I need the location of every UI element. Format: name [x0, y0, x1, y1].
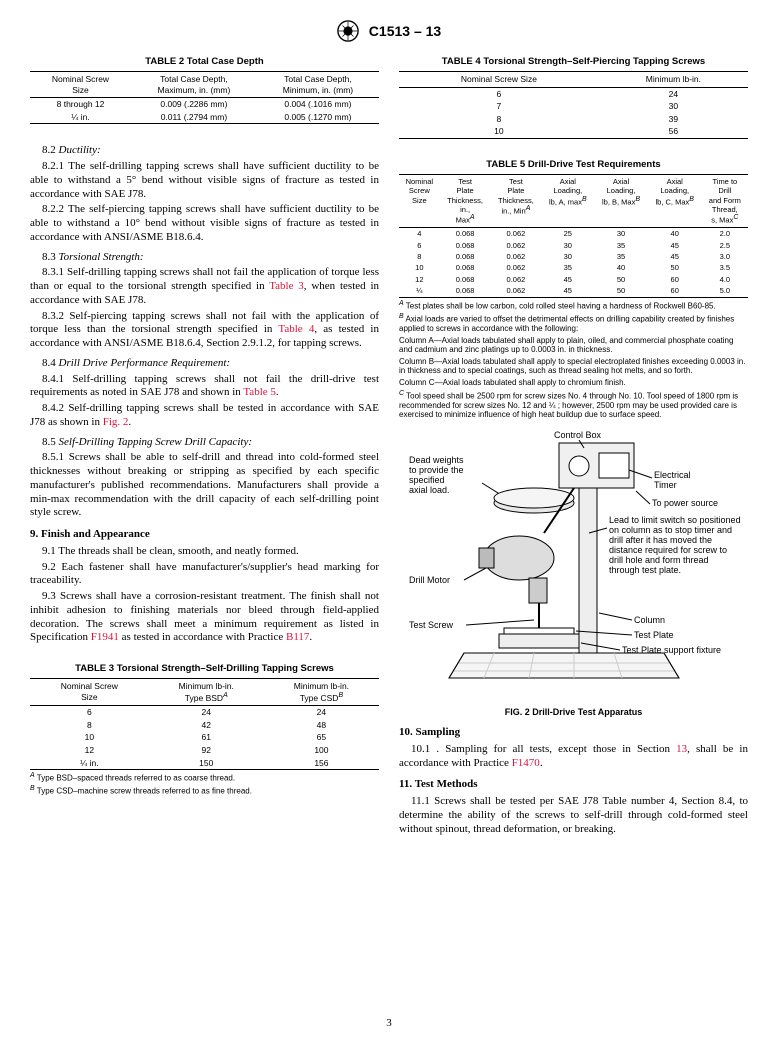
table-row: 120.0680.0624550604.0 [399, 274, 748, 285]
section-8-4-head: 8.4 Drill Drive Performance Requirement: [30, 357, 379, 371]
label-test-plate: Test Plate [634, 630, 674, 640]
section-11-head: 11. Test Methods [399, 778, 748, 792]
para-11-1: 11.1 Screws shall be tested per SAE J78 … [399, 795, 748, 836]
table-row: 730 [399, 100, 748, 113]
table-row: 8 through 120.009 (.2286 mm)0.004 (.1016… [30, 98, 379, 111]
para-8-3-2: 8.3.2 Self-piercing tapping screws shall… [30, 310, 379, 351]
label-test-screw: Test Screw [409, 620, 454, 630]
table5-footnote-colC: Column C—Axial loads tabulated shall app… [399, 378, 748, 388]
ref-f1470: F1470 [512, 757, 540, 769]
ref-sec13: 13 [676, 743, 687, 755]
table3-footnote-a: A Type BSD–spaced threads referred to as… [30, 772, 379, 783]
para-8-4-1: 8.4.1 Self-drilling tapping screws shall… [30, 373, 379, 401]
t2-h0: Nominal ScrewSize [30, 71, 131, 97]
table5-footnote-colB: Column B—Axial loads tabulated shall app… [399, 357, 748, 376]
table5-title: TABLE 5 Drill-Drive Test Requirements [399, 159, 748, 171]
table5-footnote-colA: Column A—Axial loads tabulated shall app… [399, 336, 748, 355]
table-row: ¼0.0680.0624550605.0 [399, 285, 748, 297]
table-row: 839 [399, 113, 748, 126]
label-electrical-timer: ElectricalTimer [654, 470, 691, 490]
table-row: 1056 [399, 125, 748, 138]
left-column: TABLE 2 Total Case Depth Nominal ScrewSi… [30, 50, 379, 838]
para-9-2: 9.2 Each fastener shall have manufacture… [30, 561, 379, 589]
ref-b117: B117 [286, 631, 309, 643]
table-row: 1292100 [30, 744, 379, 757]
document-id: C1513 – 13 [369, 23, 441, 39]
right-column: TABLE 4 Torsional Strength–Self-Piercing… [399, 50, 748, 838]
header: C1513 – 13 [30, 20, 748, 42]
table3: Nominal ScrewSize Minimum lb-in.Type BSD… [30, 678, 379, 770]
para-8-4-2: 8.4.2 Self-drilling tapping screws shall… [30, 402, 379, 430]
ref-table5: Table 5 [243, 386, 276, 398]
table-row: 100.0680.0623540503.5 [399, 262, 748, 273]
table2-title: TABLE 2 Total Case Depth [30, 56, 379, 68]
table-row: 106165 [30, 731, 379, 744]
table4: Nominal Screw SizeMinimum lb-in. 624 730… [399, 71, 748, 139]
table-row: ¼ in.150156 [30, 757, 379, 770]
figure-2: Control Box ElectricalTimer To power sou… [399, 428, 748, 718]
t2-h1: Total Case Depth,Maximum, in. (mm) [131, 71, 257, 97]
label-drill-motor: Drill Motor [409, 575, 450, 585]
table-row: 62424 [30, 706, 379, 719]
label-dead-weights: Dead weightsto provide thespecifiedaxial… [409, 455, 464, 495]
table-row: 40.0680.0622530402.0 [399, 228, 748, 240]
label-control-box: Control Box [554, 430, 602, 440]
para-10-1: 10.1 . Sampling for all tests, except th… [399, 743, 748, 771]
page: C1513 – 13 TABLE 2 Total Case Depth Nomi… [0, 0, 778, 1041]
ref-fig2: Fig. 2 [103, 416, 129, 428]
table3-title: TABLE 3 Torsional Strength–Self-Drilling… [30, 663, 379, 675]
para-8-3-1: 8.3.1 Self-drilling tapping screws shall… [30, 266, 379, 307]
page-number: 3 [386, 1017, 392, 1029]
table3-footnote-b: B Type CSD–machine screw threads referre… [30, 785, 379, 796]
para-8-2-2: 8.2.2 The self-piercing tapping screws s… [30, 203, 379, 244]
table2: Nominal ScrewSizeTotal Case Depth,Maximu… [30, 71, 379, 125]
table5-footnote-b: B Axial loads are varied to offset the d… [399, 313, 748, 334]
table-row: 624 [399, 87, 748, 100]
table4-title: TABLE 4 Torsional Strength–Self-Piercing… [399, 56, 748, 68]
label-lead: Lead to limit switch so positionedon col… [609, 515, 741, 575]
label-column: Column [634, 615, 665, 625]
table-row: ¼ in.0.011 (.2794 mm)0.005 (.1270 mm) [30, 111, 379, 124]
section-10-head: 10. Sampling [399, 726, 748, 740]
figure-2-caption: FIG. 2 Drill-Drive Test Apparatus [399, 707, 748, 718]
section-9-head: 9. Finish and Appearance [30, 528, 379, 542]
table-row: 80.0680.0623035453.0 [399, 251, 748, 262]
two-column-layout: TABLE 2 Total Case Depth Nominal ScrewSi… [30, 50, 748, 838]
para-9-1: 9.1 The threads shall be clean, smooth, … [30, 545, 379, 559]
label-to-power: To power source [652, 498, 718, 508]
table5-footnote-c: C Tool speed shall be 2500 rpm for screw… [399, 390, 748, 420]
ref-table3: Table 3 [269, 280, 304, 292]
ref-f1941: F1941 [91, 631, 119, 643]
drill-drive-apparatus-icon: Control Box ElectricalTimer To power sou… [404, 428, 744, 698]
ref-table4: Table 4 [278, 323, 314, 335]
table-row: 84248 [30, 719, 379, 732]
table5-footnote-a: A Test plates shall be low carbon, cold … [399, 300, 748, 311]
para-9-3: 9.3 Screws shall have a corrosion-resist… [30, 590, 379, 645]
para-8-2-1: 8.2.1 The self-drilling tapping screws s… [30, 160, 379, 201]
table5: NominalScrewSize TestPlateThickness,in.,… [399, 174, 748, 298]
t2-h2: Total Case Depth,Minimum, in. (mm) [257, 71, 379, 97]
para-8-5-1: 8.5.1 Screws shall be able to self-drill… [30, 451, 379, 520]
section-8-3-head: 8.3 Torsional Strength: [30, 251, 379, 265]
table-row: 60.0680.0623035452.5 [399, 240, 748, 251]
section-8-5-head: 8.5 Self-Drilling Tapping Screw Drill Ca… [30, 436, 379, 450]
section-8-2-head: 8.2 Ductility: [30, 144, 379, 158]
astm-logo-icon [337, 20, 359, 42]
